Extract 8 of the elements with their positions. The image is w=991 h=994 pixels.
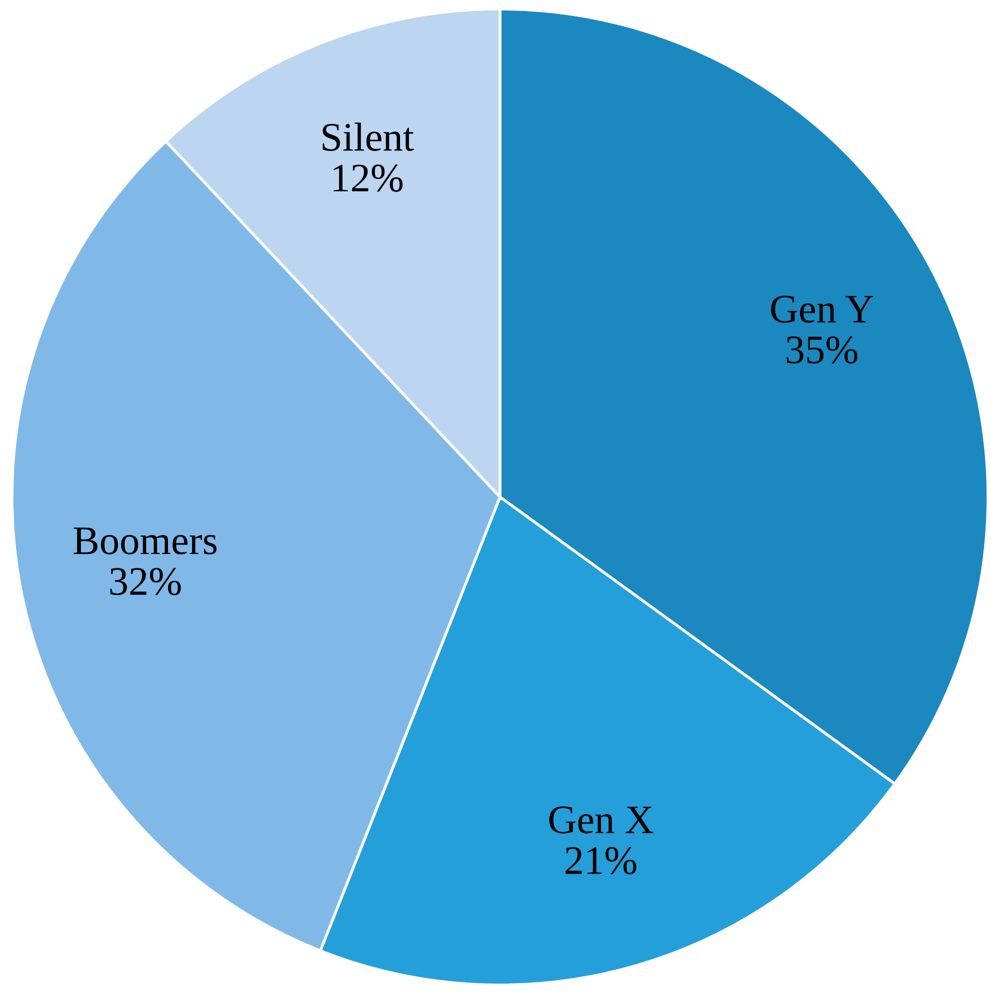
data-label: 35%	[786, 336, 858, 364]
slice-label: Gen Y	[771, 296, 874, 323]
slice-label: Boomers	[74, 528, 217, 554]
data-label: 12%	[334, 164, 403, 192]
slice-label: Gen X	[549, 806, 654, 834]
data-label: 32%	[110, 568, 181, 596]
data-label: 21%	[566, 847, 636, 874]
slice-label: Silent	[322, 122, 414, 151]
